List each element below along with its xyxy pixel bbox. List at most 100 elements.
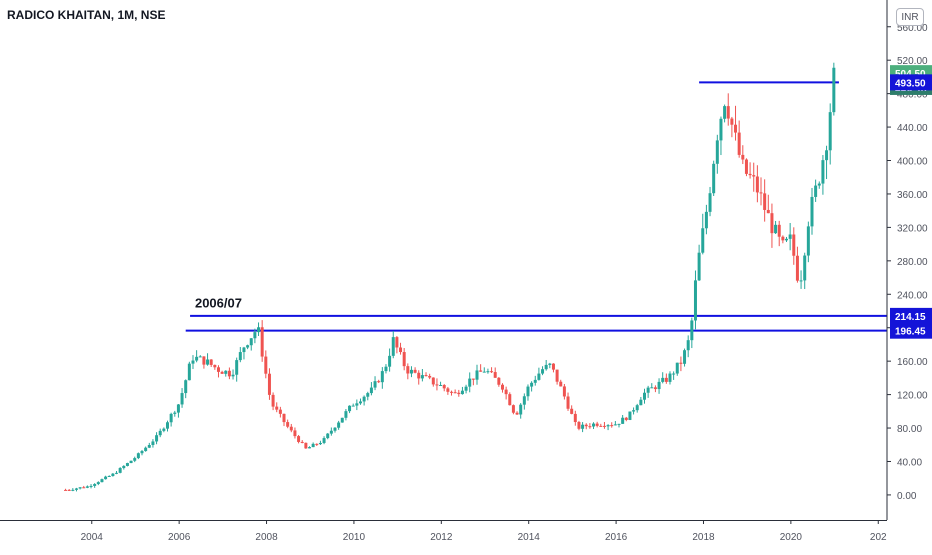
candle-body bbox=[282, 413, 286, 423]
candle-body bbox=[133, 458, 137, 461]
currency-button[interactable]: INR bbox=[896, 8, 924, 26]
y-tick-label: 320.00 bbox=[897, 223, 928, 234]
candle-body bbox=[453, 392, 457, 394]
candle-body bbox=[442, 385, 446, 389]
candle-body bbox=[573, 413, 577, 423]
y-tick-label: 80.00 bbox=[897, 424, 922, 435]
candle-body bbox=[173, 412, 177, 414]
annotation-layer: 2006/07 bbox=[195, 296, 242, 311]
candle-body bbox=[624, 417, 628, 420]
candle-body bbox=[584, 424, 588, 427]
candle-body bbox=[657, 381, 661, 390]
candle-body bbox=[253, 332, 257, 339]
candle-body bbox=[610, 425, 614, 427]
candle-body bbox=[799, 280, 803, 282]
candle-body bbox=[118, 468, 122, 473]
candle-body bbox=[129, 460, 133, 464]
candle-body bbox=[832, 67, 836, 113]
candle-body bbox=[650, 387, 654, 389]
candle-body bbox=[417, 372, 421, 379]
candle-body bbox=[308, 447, 312, 449]
candle-body bbox=[548, 363, 552, 365]
candle-body bbox=[752, 175, 756, 177]
candle-body bbox=[825, 150, 829, 161]
y-tick-label: 360.00 bbox=[897, 190, 928, 201]
y-tick-label: 440.00 bbox=[897, 123, 928, 134]
candle-body bbox=[348, 405, 352, 412]
candle-body bbox=[399, 347, 403, 353]
candle-body bbox=[289, 426, 293, 431]
candle-body bbox=[271, 394, 275, 407]
candle-body bbox=[683, 350, 687, 364]
candle-body bbox=[278, 409, 282, 414]
candle-body bbox=[632, 410, 636, 412]
candle-body bbox=[388, 355, 392, 367]
candle-body bbox=[227, 370, 231, 377]
candle-body bbox=[311, 443, 315, 448]
candle-body bbox=[522, 396, 526, 405]
candle-body bbox=[358, 401, 362, 404]
candle-body bbox=[435, 384, 439, 386]
candle-body bbox=[322, 438, 326, 443]
candle-body bbox=[719, 118, 723, 141]
candle-body bbox=[155, 435, 159, 442]
candle-body bbox=[377, 381, 381, 383]
candle-body bbox=[715, 140, 719, 164]
candle-body bbox=[380, 371, 384, 383]
candle-body bbox=[628, 411, 632, 420]
candle-body bbox=[136, 453, 140, 459]
candle-body bbox=[672, 373, 676, 375]
candle-body bbox=[770, 213, 774, 234]
candle-body bbox=[355, 403, 359, 406]
candle-body bbox=[602, 425, 606, 427]
candle-body bbox=[559, 381, 563, 387]
candle-body bbox=[165, 422, 169, 429]
candle-body bbox=[122, 465, 126, 469]
y-tick-label: 40.00 bbox=[897, 457, 922, 468]
y-tick-label: 560.00 bbox=[897, 23, 928, 34]
candle-body bbox=[642, 392, 646, 400]
candle-body bbox=[508, 394, 512, 406]
candle-body bbox=[741, 154, 745, 160]
x-tick-label: 2016 bbox=[605, 532, 628, 543]
x-tick-label: 2018 bbox=[692, 532, 715, 543]
candle-body bbox=[216, 367, 220, 372]
levels-layer bbox=[185, 81, 887, 332]
y-tick-label: 0.00 bbox=[897, 491, 917, 502]
candle-body bbox=[191, 360, 195, 364]
candle-body bbox=[737, 132, 741, 155]
x-tick-label: 2010 bbox=[343, 532, 366, 543]
candle-body bbox=[180, 393, 184, 405]
candle-body bbox=[428, 375, 432, 378]
candle-body bbox=[723, 106, 727, 119]
candle-body bbox=[533, 379, 537, 383]
x-tick-label: 2014 bbox=[518, 532, 541, 543]
candle-body bbox=[286, 422, 290, 427]
candle-body bbox=[351, 405, 355, 407]
candle-body bbox=[402, 352, 406, 367]
candle-body bbox=[763, 193, 767, 210]
level-label-bg bbox=[890, 322, 932, 339]
candle-body bbox=[803, 255, 807, 281]
candle-body bbox=[810, 196, 814, 227]
candle-body bbox=[82, 487, 86, 489]
level-label: 214.15 bbox=[895, 312, 926, 323]
y-tick-label: 480.00 bbox=[897, 90, 928, 101]
candle-body bbox=[264, 356, 268, 374]
candle-body bbox=[653, 387, 657, 390]
candle-body bbox=[220, 371, 224, 374]
candle-body bbox=[541, 369, 545, 374]
candle-body bbox=[242, 347, 246, 353]
candle-body bbox=[468, 378, 472, 387]
candle-body bbox=[329, 430, 333, 434]
x-tick-label: 202 bbox=[870, 532, 887, 543]
candle-body bbox=[176, 404, 180, 413]
candle-body bbox=[544, 364, 548, 370]
candle-body bbox=[551, 363, 555, 370]
y-tick-label: 280.00 bbox=[897, 257, 928, 268]
candle-body bbox=[85, 486, 89, 488]
candle-body bbox=[712, 163, 716, 194]
candle-body bbox=[759, 192, 763, 194]
candle-body bbox=[373, 381, 377, 388]
